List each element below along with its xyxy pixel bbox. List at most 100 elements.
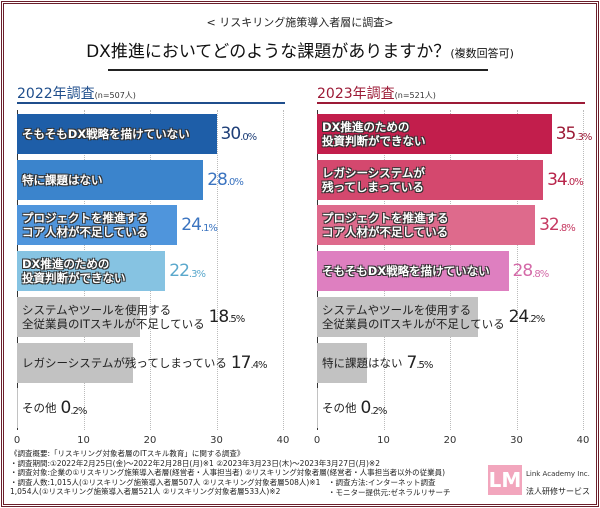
value-label: 32.8% bbox=[539, 205, 576, 245]
bar bbox=[17, 388, 19, 429]
bar-label-text: そもそもDX戦略を描けていない bbox=[322, 264, 490, 279]
gridline bbox=[583, 110, 584, 430]
bar bbox=[17, 342, 133, 383]
footer-method: ・調査方法:インターネット調査 ・モニター提供元:ゼネラルリサーチ bbox=[328, 478, 451, 497]
bar-label: レガシーシステムが 残ってしまっている bbox=[322, 160, 425, 200]
value-decimal: .8% bbox=[558, 222, 576, 234]
footer-line: ・調査対象:企業の①リスキリング施策導入者層(経営者・人事担当者) ②リスキリン… bbox=[10, 468, 446, 478]
bar-label-text: DX推進のための 投資判断ができない bbox=[22, 257, 126, 286]
bar bbox=[317, 251, 509, 292]
value-label: 17.4% bbox=[230, 343, 268, 383]
value-int: 18 bbox=[208, 306, 230, 327]
bar-label-text: その他 bbox=[322, 401, 357, 416]
bar-label: レガシーシステムが残ってしまっている bbox=[22, 343, 227, 383]
value-label: 0.2% bbox=[60, 388, 88, 428]
value-int: 30 bbox=[220, 124, 242, 144]
title-note: (複数回答可) bbox=[450, 47, 514, 60]
panel-title-text: 2022年調査 bbox=[17, 86, 95, 102]
bar-label-text: システムやツールを使用する 全従業員のITスキルが不足している bbox=[322, 302, 505, 331]
value-decimal: .5% bbox=[228, 314, 245, 326]
bar bbox=[317, 205, 536, 246]
footer-line: 1,054人(①リスキリング施策導入者層521人 ②リスキリング対象者層533人… bbox=[10, 487, 281, 497]
bar-label-text: 特に課題はない bbox=[22, 172, 103, 187]
x-tick-label: 10 bbox=[77, 435, 90, 446]
x-tick-label: 40 bbox=[276, 435, 290, 446]
value-label: 18.5% bbox=[208, 297, 246, 337]
value-decimal: .2% bbox=[370, 405, 387, 417]
value-label: 34.0% bbox=[547, 160, 584, 200]
bar bbox=[17, 251, 166, 292]
value-int: 17 bbox=[230, 352, 252, 373]
footer-line: ・調査期間:①2022年2月25日(金)～2022年2月28日(月)※1 ②20… bbox=[10, 458, 380, 468]
bar-label: そもそもDX戦略を描けていない bbox=[22, 114, 190, 154]
panel-title: 2023年調査(n=521人) bbox=[317, 83, 436, 103]
bar-label-text: そもそもDX戦略を描けていない bbox=[22, 127, 190, 141]
value-label: 24.1% bbox=[181, 205, 218, 245]
bar-label-text: プロジェクトを推進する コア人材が不足している bbox=[322, 211, 449, 240]
bar-label: DX推進のための 投資判断ができない bbox=[22, 251, 126, 291]
title-text: DX推進においてどのような課題がありますか？ bbox=[86, 42, 451, 62]
value-label: 24.2% bbox=[508, 297, 546, 337]
survey-subtitle: < リスキリング施策導入者層に調査> bbox=[206, 16, 394, 29]
bar-label: DX推進のための 投資判断ができない bbox=[322, 114, 426, 154]
value-int: 28 bbox=[207, 169, 228, 190]
panel-underline bbox=[17, 102, 285, 104]
value-int: 24 bbox=[181, 215, 202, 236]
bar-label: そもそもDX戦略を描けていない bbox=[322, 251, 490, 291]
bar-label: その他 bbox=[22, 388, 57, 428]
panel-underline bbox=[317, 102, 585, 104]
value-label: 0.2% bbox=[360, 388, 388, 428]
panel-title-text: 2023年調査 bbox=[317, 86, 395, 102]
logo-name: Link Academy Inc. bbox=[526, 470, 590, 478]
value-label: 30.0% bbox=[220, 114, 258, 154]
bar-label-text: DX推進のための 投資判断ができない bbox=[322, 120, 426, 148]
bar-label: プロジェクトを推進する コア人材が不足している bbox=[22, 205, 149, 245]
value-int: 32 bbox=[539, 215, 560, 236]
value-int: 0 bbox=[360, 398, 372, 419]
value-label: 35.3% bbox=[555, 114, 593, 154]
gridline bbox=[283, 110, 284, 430]
x-tick-label: 20 bbox=[443, 435, 457, 446]
logo-service: 法人研修サービス bbox=[526, 487, 590, 496]
footer-notes: 《調査概要:「リスキリング対象者層のITスキル教育」に関する調査》 ・調査期間:… bbox=[10, 449, 445, 497]
bar bbox=[17, 114, 217, 154]
bar bbox=[17, 159, 204, 200]
title-underline bbox=[108, 69, 488, 71]
bar-label-text: 特に課題はない bbox=[322, 355, 403, 370]
x-tick-label: 10 bbox=[377, 435, 390, 446]
value-int: 22 bbox=[169, 261, 190, 282]
bar bbox=[17, 296, 141, 337]
bar-label-text: レガシーシステムが 残ってしまっている bbox=[322, 165, 425, 194]
x-tick-label: 0 bbox=[313, 435, 321, 446]
value-int: 24 bbox=[508, 306, 530, 327]
x-tick-label: 20 bbox=[143, 435, 157, 446]
footer-line: 《調査概要:「リスキリング対象者層のITスキル教育」に関する調査》 bbox=[10, 449, 245, 458]
value-int: 35 bbox=[555, 124, 577, 144]
value-int: 34 bbox=[547, 169, 568, 190]
bar-label: 特に課題はない bbox=[322, 343, 403, 383]
x-tick-label: 30 bbox=[510, 435, 523, 446]
bar-label: 特に課題はない bbox=[22, 160, 103, 200]
bar-label-text: その他 bbox=[22, 401, 57, 416]
method-text: ・調査方法:インターネット調査 bbox=[328, 478, 436, 487]
bar-label: システムやツールを使用する 全従業員のITスキルが不足している bbox=[322, 297, 505, 337]
gridline bbox=[516, 110, 518, 430]
bar-label-text: レガシーシステムが残ってしまっている bbox=[22, 355, 227, 370]
bar bbox=[17, 205, 178, 246]
x-tick-label: 40 bbox=[576, 435, 590, 446]
bar-label-text: システムやツールを使用する 全従業員のITスキルが不足している bbox=[22, 302, 205, 331]
bar bbox=[317, 342, 367, 383]
bar bbox=[317, 388, 319, 429]
bar-label: その他 bbox=[322, 388, 357, 428]
bar-label: システムやツールを使用する 全従業員のITスキルが不足している bbox=[22, 297, 205, 337]
bar-label-text: プロジェクトを推進する コア人材が不足している bbox=[22, 211, 149, 240]
bar bbox=[317, 114, 552, 154]
value-decimal: .0% bbox=[226, 177, 244, 189]
x-tick-label: 30 bbox=[210, 435, 223, 446]
panel-n: (n=521人) bbox=[394, 91, 436, 100]
value-int: 0 bbox=[60, 398, 72, 419]
bar bbox=[317, 159, 544, 200]
value-decimal: .0% bbox=[240, 131, 257, 143]
value-int: 7 bbox=[406, 352, 418, 373]
x-tick-label: 0 bbox=[13, 435, 21, 446]
